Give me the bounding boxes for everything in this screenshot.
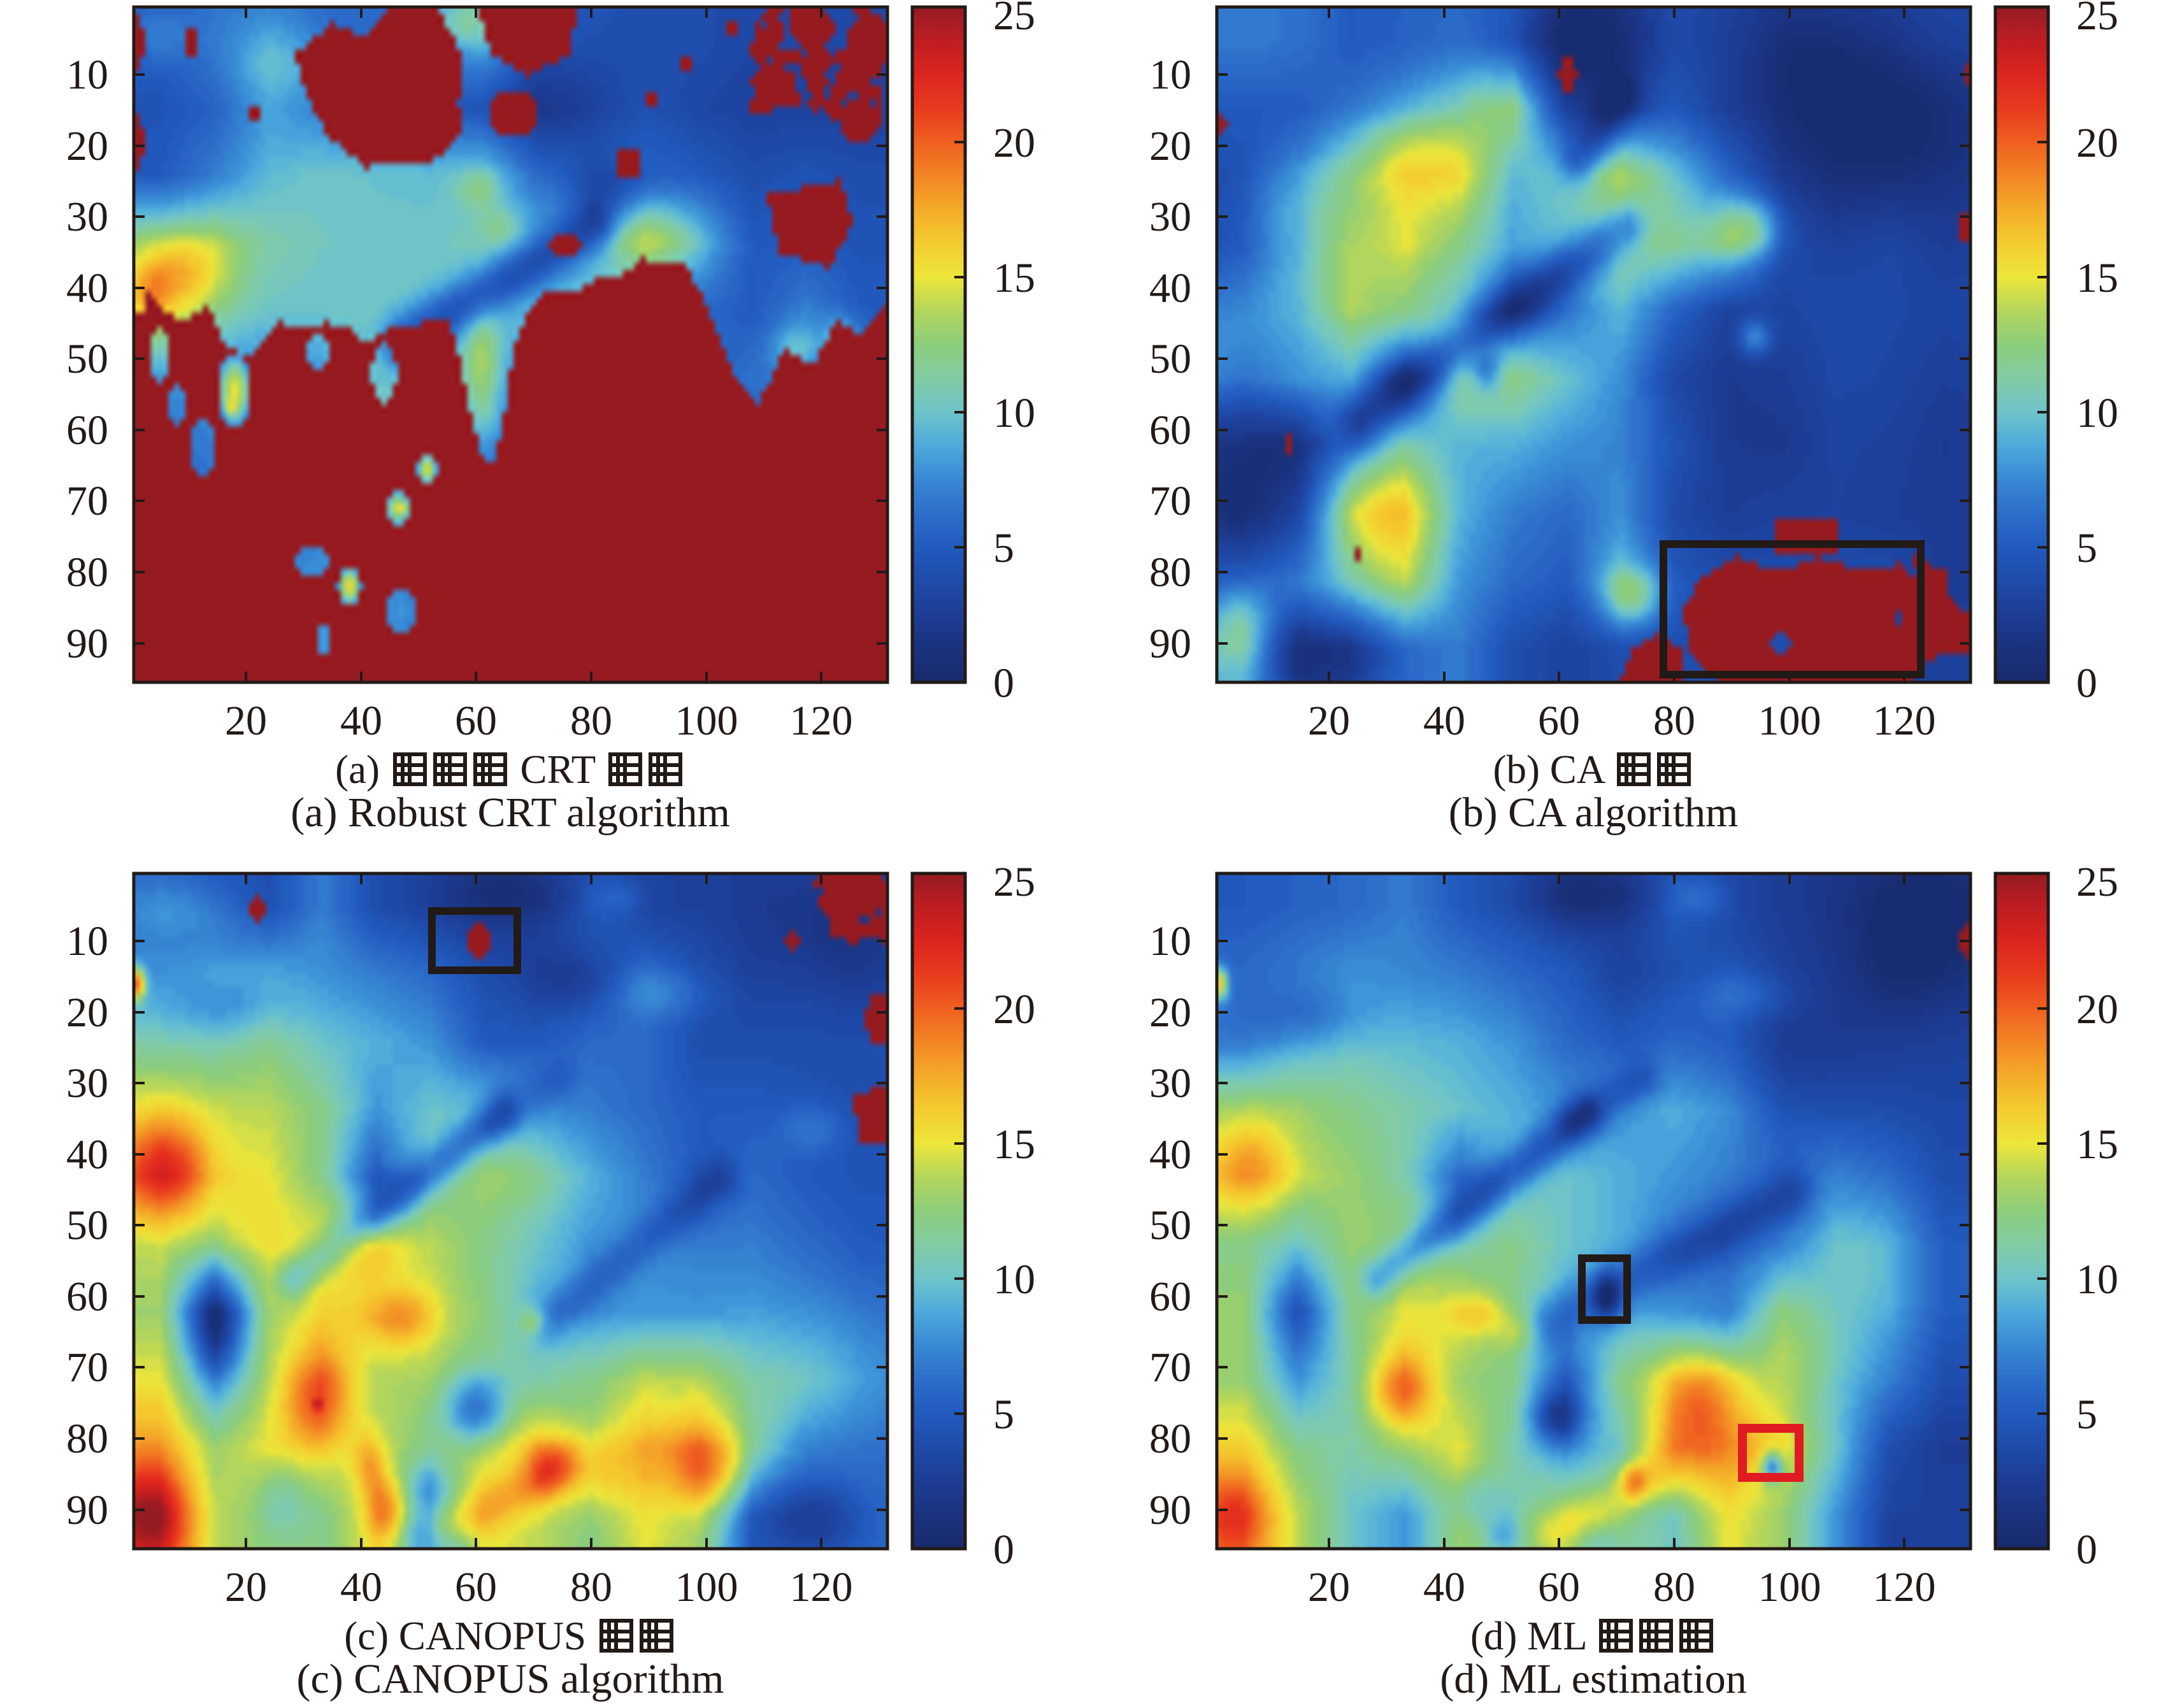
svg-text:50: 50 — [66, 336, 108, 382]
svg-text:80: 80 — [1653, 1564, 1695, 1611]
svg-text:80: 80 — [66, 549, 108, 596]
svg-text:25: 25 — [2076, 859, 2118, 905]
svg-text:15: 15 — [993, 1121, 1035, 1168]
svg-text:20: 20 — [66, 989, 108, 1036]
svg-text:0: 0 — [993, 1526, 1014, 1573]
svg-text:30: 30 — [66, 1060, 108, 1107]
svg-text:10: 10 — [993, 390, 1035, 436]
svg-text:40: 40 — [1149, 1131, 1191, 1178]
svg-text:20: 20 — [66, 123, 108, 169]
svg-text:30: 30 — [1149, 1060, 1191, 1107]
svg-text:70: 70 — [66, 478, 108, 524]
svg-text:40: 40 — [340, 698, 382, 744]
svg-text:20: 20 — [993, 986, 1035, 1033]
svg-text:40: 40 — [340, 1564, 382, 1611]
svg-text:50: 50 — [1149, 336, 1191, 382]
svg-text:25: 25 — [993, 859, 1035, 905]
svg-text:120: 120 — [790, 1564, 853, 1611]
svg-text:40: 40 — [66, 265, 108, 312]
svg-text:60: 60 — [66, 407, 108, 454]
svg-text:5: 5 — [993, 525, 1014, 571]
svg-text:90: 90 — [66, 1487, 108, 1533]
svg-text:10: 10 — [2076, 390, 2118, 436]
svg-text:70: 70 — [1149, 478, 1191, 524]
svg-text:20: 20 — [993, 120, 1035, 166]
svg-text:120: 120 — [1873, 698, 1936, 744]
svg-text:100: 100 — [675, 698, 738, 744]
svg-text:20: 20 — [1149, 989, 1191, 1036]
svg-text:0: 0 — [2076, 1526, 2097, 1573]
svg-text:5: 5 — [2076, 1391, 2097, 1438]
svg-text:100: 100 — [1758, 698, 1821, 744]
svg-text:5: 5 — [2076, 525, 2097, 571]
svg-text:80: 80 — [1653, 698, 1695, 744]
svg-text:10: 10 — [1149, 918, 1191, 965]
svg-text:60: 60 — [66, 1274, 108, 1320]
svg-text:80: 80 — [1149, 549, 1191, 596]
svg-text:20: 20 — [2076, 986, 2118, 1033]
svg-text:60: 60 — [1149, 407, 1191, 454]
svg-text:70: 70 — [66, 1344, 108, 1391]
svg-text:15: 15 — [2076, 255, 2118, 301]
svg-text:20: 20 — [2076, 120, 2118, 166]
svg-text:15: 15 — [2076, 1121, 2118, 1168]
svg-text:30: 30 — [66, 194, 108, 240]
svg-text:80: 80 — [570, 698, 612, 744]
svg-text:10: 10 — [66, 52, 108, 98]
svg-text:70: 70 — [1149, 1344, 1191, 1391]
svg-text:0: 0 — [993, 660, 1014, 707]
svg-text:10: 10 — [66, 918, 108, 965]
svg-text:80: 80 — [1149, 1416, 1191, 1462]
svg-text:10: 10 — [993, 1256, 1035, 1303]
svg-text:5: 5 — [993, 1391, 1014, 1438]
svg-text:40: 40 — [1423, 1564, 1465, 1611]
svg-text:20: 20 — [1308, 698, 1350, 744]
svg-text:50: 50 — [66, 1202, 108, 1249]
svg-text:60: 60 — [1538, 1564, 1580, 1611]
svg-text:0: 0 — [2076, 660, 2097, 707]
svg-text:40: 40 — [66, 1131, 108, 1178]
svg-text:10: 10 — [1149, 52, 1191, 98]
svg-text:60: 60 — [455, 698, 497, 744]
svg-text:20: 20 — [225, 1564, 267, 1611]
svg-text:10: 10 — [2076, 1256, 2118, 1303]
svg-text:15: 15 — [993, 255, 1035, 301]
svg-text:40: 40 — [1149, 265, 1191, 312]
svg-text:30: 30 — [1149, 194, 1191, 240]
svg-text:25: 25 — [2076, 0, 2118, 39]
svg-text:25: 25 — [993, 0, 1035, 39]
svg-text:80: 80 — [570, 1564, 612, 1611]
svg-text:100: 100 — [1758, 1564, 1821, 1611]
svg-text:90: 90 — [1149, 1487, 1191, 1533]
svg-text:20: 20 — [1149, 123, 1191, 169]
svg-text:100: 100 — [675, 1564, 738, 1611]
svg-text:90: 90 — [1149, 621, 1191, 667]
svg-text:60: 60 — [1149, 1274, 1191, 1320]
svg-text:50: 50 — [1149, 1202, 1191, 1249]
svg-text:60: 60 — [1538, 698, 1580, 744]
svg-text:20: 20 — [1308, 1564, 1350, 1611]
svg-text:120: 120 — [1873, 1564, 1936, 1611]
svg-text:120: 120 — [790, 698, 853, 744]
svg-text:80: 80 — [66, 1416, 108, 1462]
svg-text:20: 20 — [225, 698, 267, 744]
svg-text:60: 60 — [455, 1564, 497, 1611]
svg-text:90: 90 — [66, 621, 108, 667]
svg-text:40: 40 — [1423, 698, 1465, 744]
